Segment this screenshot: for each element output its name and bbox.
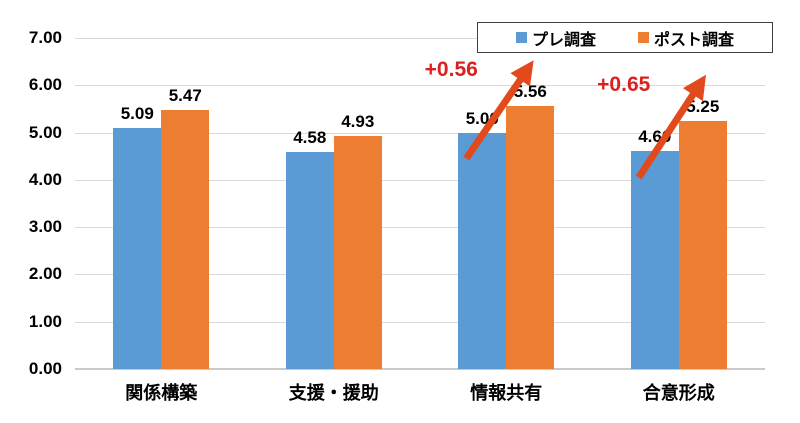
gridline [75,321,765,323]
gridline [75,274,765,276]
bar-プレ調査 [285,152,334,369]
value-label: 4.93 [341,111,375,131]
bar-ポスト調査 [161,110,210,369]
x-category-label: 支援・援助 [288,383,379,403]
delta-label: +0.56 [424,58,478,82]
y-tick-label: 4.00 [28,169,62,189]
x-category-label: 関係構築 [125,383,198,403]
y-tick-label: 6.00 [28,75,62,95]
legend-swatch-icon [515,32,527,43]
legend: プレ調査 ポスト調査 [477,22,773,53]
bar-プレ調査 [630,151,679,369]
y-tick-label: 0.00 [28,359,62,378]
y-tick-label: 5.00 [28,122,62,142]
bar-プレ調査 [458,132,507,369]
value-label: 4.60 [638,127,672,147]
x-axis-line [75,368,765,370]
gridline [75,38,765,39]
legend-label: ポスト調査 [654,31,735,49]
legend-swatch-icon [638,32,649,43]
y-tick-label: 7.00 [28,28,62,47]
legend-item-ポスト調査: ポスト調査 [638,26,734,50]
value-label: 5.56 [513,82,547,102]
gridline [75,227,765,229]
gridline [75,85,765,87]
bar-ポスト調査 [678,120,727,369]
y-tick-label: 1.00 [28,311,62,331]
y-tick-label: 3.00 [28,217,62,237]
legend-label: プレ調査 [531,31,596,49]
value-label: 5.00 [465,108,499,128]
value-label: 5.09 [120,104,154,124]
value-label: 5.47 [168,86,202,106]
bar-プレ調査 [113,128,162,369]
bar-ポスト調査 [506,106,555,369]
delta-label: +0.65 [597,72,651,96]
value-label: 4.58 [293,128,327,148]
gridline [75,132,765,134]
x-category-label: 合意形成 [642,383,715,403]
y-tick-label: 2.00 [28,264,62,284]
gridline [75,179,765,181]
value-label: 5.25 [686,96,720,116]
legend-item-プレ調査: プレ調査 [515,26,596,50]
bar-ポスト調査 [333,135,382,369]
x-category-label: 情報共有 [470,383,543,403]
